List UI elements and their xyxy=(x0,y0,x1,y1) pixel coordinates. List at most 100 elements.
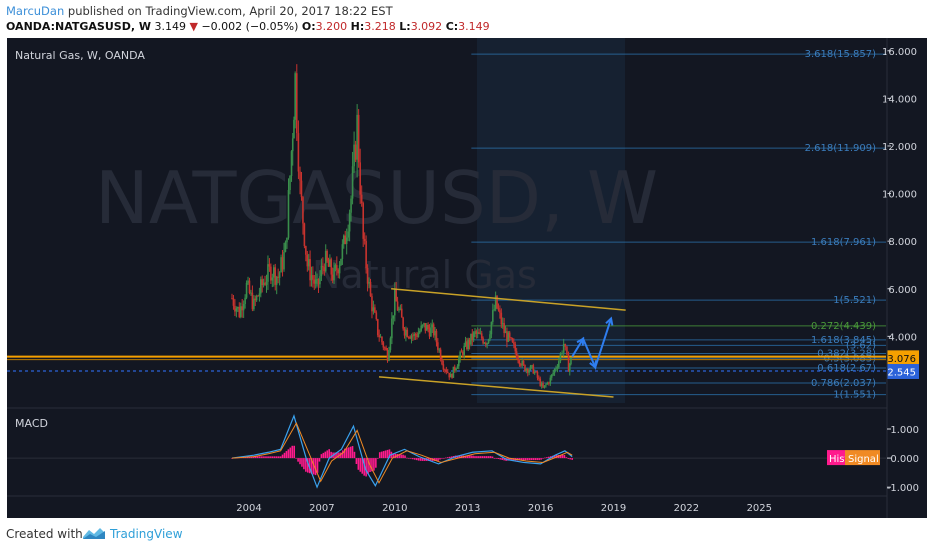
candle-body xyxy=(242,304,245,311)
macd-histogram-bar xyxy=(384,450,387,459)
macd-histogram-bar xyxy=(472,455,474,459)
macd-histogram-bar xyxy=(250,456,253,459)
candle-body xyxy=(474,331,476,333)
candle-body xyxy=(350,198,352,213)
candle-body xyxy=(283,251,285,270)
candle-body xyxy=(570,357,572,365)
candle-body xyxy=(299,171,301,181)
macd-histogram-bar xyxy=(410,458,412,459)
x-tick-label: 2004 xyxy=(236,503,261,514)
candle-body xyxy=(539,378,542,386)
last-price: 3.149 xyxy=(154,20,186,33)
chart-svg[interactable]: NATGASUSD, W Natural Gas 3.618(15.857) 2.… xyxy=(7,38,927,518)
candle-body xyxy=(237,307,239,309)
candle-body xyxy=(511,338,514,343)
chart-area[interactable]: NATGASUSD, W Natural Gas 3.618(15.857) 2.… xyxy=(7,38,927,518)
macd-histogram-bar xyxy=(406,457,408,459)
candle-body xyxy=(305,246,307,255)
candle-body xyxy=(452,366,455,378)
macd-histogram-bar xyxy=(312,458,315,475)
low-label: L: xyxy=(399,20,411,33)
candle-body xyxy=(510,337,512,339)
macd-histogram-bar xyxy=(291,445,294,459)
candle-body xyxy=(538,377,540,379)
candle-body xyxy=(508,332,511,338)
candle-body xyxy=(471,333,474,341)
high-value: 3.218 xyxy=(364,20,396,33)
symbol-line: OANDA:NATGASUSD, W 3.149 ▼ −0.002 (−0.05… xyxy=(6,20,490,33)
candle-body xyxy=(482,338,484,344)
candle-body xyxy=(268,264,271,267)
candle-body xyxy=(334,265,337,269)
macd-histogram-bar xyxy=(450,456,453,459)
open-label: O: xyxy=(301,20,316,33)
y-tick-label: 12.000 xyxy=(882,142,917,153)
trendline[interactable] xyxy=(391,288,626,311)
projection-path[interactable] xyxy=(571,318,613,371)
macd-legend-signal: Signal xyxy=(848,454,879,465)
macd-histogram-bar xyxy=(480,456,482,459)
candle-body xyxy=(297,133,300,172)
macd-histogram-bar xyxy=(499,458,502,460)
candle-body xyxy=(456,366,459,369)
candle-body xyxy=(399,308,402,310)
author-link[interactable]: MarcuDan xyxy=(6,4,65,18)
candle-body xyxy=(432,324,435,336)
macd-histogram-bar xyxy=(328,449,330,459)
macd-histogram-bar xyxy=(301,458,303,467)
fib-level-label: 1(1.551) xyxy=(833,390,876,401)
macd-histogram-bar xyxy=(264,456,266,459)
candle-body xyxy=(255,295,258,301)
macd-histogram-bar xyxy=(448,456,451,459)
candle-body xyxy=(492,310,494,322)
candle-body xyxy=(262,282,265,286)
macd-histogram-bar xyxy=(466,455,469,459)
candle-body xyxy=(460,351,463,353)
macd-histogram-bar xyxy=(445,457,447,459)
candle-body xyxy=(480,333,483,339)
macd-histogram-bar xyxy=(470,455,472,459)
macd-histogram-bar xyxy=(468,455,470,459)
macd-histogram-bar xyxy=(569,458,572,460)
macd-histogram-bar xyxy=(285,451,288,459)
candle-body xyxy=(464,341,467,346)
macd-histogram-bar xyxy=(439,458,441,460)
candle-body xyxy=(496,295,498,309)
candle-body xyxy=(313,279,316,284)
projection-arrowhead xyxy=(605,316,614,326)
x-tick-label: 2010 xyxy=(382,503,407,514)
candle-body xyxy=(421,324,424,326)
candle-body xyxy=(303,223,306,247)
macd-histogram-bar xyxy=(281,454,284,459)
macd-histogram-bar xyxy=(268,456,270,459)
candle-body xyxy=(423,323,425,325)
candle-body xyxy=(446,371,449,373)
candle-body xyxy=(486,343,488,345)
price-label-box xyxy=(887,363,919,379)
fib-level-label: 1(5.521) xyxy=(833,295,876,306)
y-tick-label: 4.000 xyxy=(888,332,917,343)
candle-body xyxy=(479,333,482,335)
macd-histogram-bar xyxy=(565,457,568,459)
candle-body xyxy=(414,334,417,336)
candle-body xyxy=(314,279,317,284)
candle-body xyxy=(278,272,281,278)
trendline[interactable] xyxy=(378,376,614,398)
symbol-name: OANDA:NATGASUSD, W xyxy=(6,20,151,33)
macd-histogram-bar xyxy=(443,457,445,459)
macd-histogram-bar xyxy=(272,456,274,459)
macd-histogram-bar xyxy=(429,458,432,461)
candle-body xyxy=(439,349,442,360)
candle-body xyxy=(420,325,422,331)
macd-histogram-bar xyxy=(481,456,484,459)
macd-histogram-bar xyxy=(534,458,537,461)
low-value: 3.092 xyxy=(410,20,443,33)
candle-body xyxy=(418,330,421,333)
tradingview-brand[interactable]: TradingView xyxy=(110,527,183,541)
candle-body xyxy=(493,309,496,311)
macd-histogram-bar xyxy=(522,458,525,461)
y-tick-label: 16.000 xyxy=(882,47,917,58)
candle-body xyxy=(247,280,249,283)
candle-body xyxy=(257,295,259,297)
candle-body xyxy=(489,334,491,340)
